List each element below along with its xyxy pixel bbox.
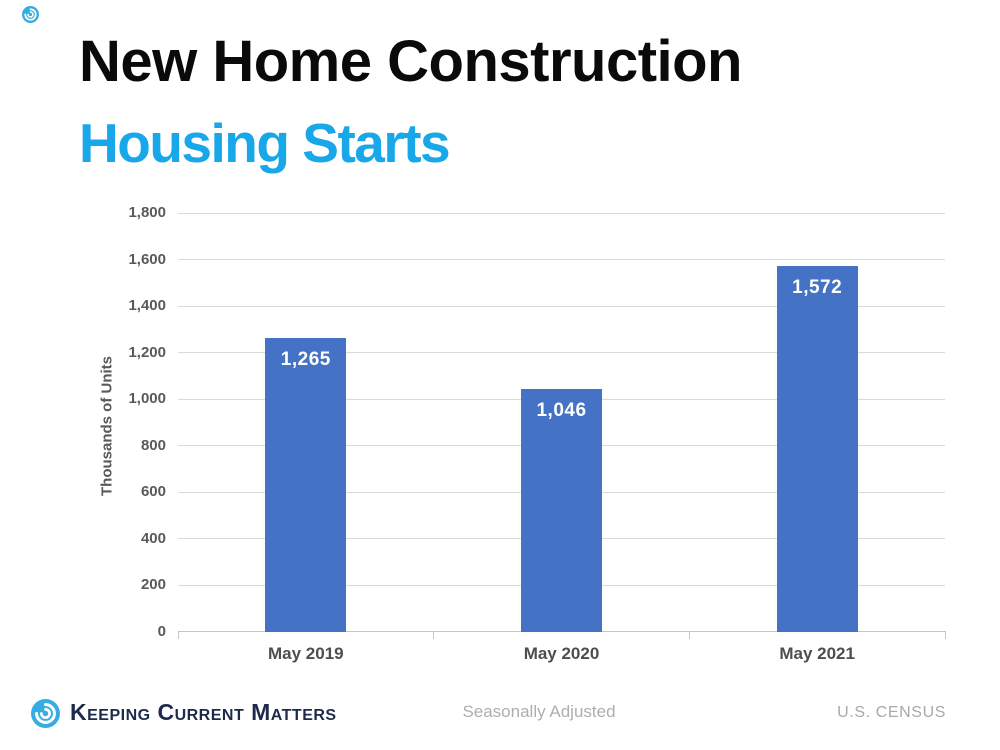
bar-may-2020 — [521, 388, 602, 632]
x-axis-category-label: May 2021 — [779, 644, 855, 663]
bar-may-2019 — [265, 337, 347, 632]
y-axis-tick-label: 800 — [140, 436, 166, 454]
gridline — [178, 352, 945, 354]
x-axis-tick-mark — [688, 632, 690, 639]
slide-subtitle: Housing Starts — [79, 112, 451, 174]
y-axis-title: Thousands of Units — [98, 356, 116, 496]
y-axis-tick-label: 1,200 — [128, 343, 166, 361]
bar-value-label: 1,572 — [792, 277, 843, 299]
y-axis-tick-label: 1,000 — [128, 390, 166, 408]
y-axis-tick-label: 1,400 — [128, 297, 166, 315]
x-axis-tick-mark — [944, 632, 946, 639]
gridline — [178, 259, 945, 261]
y-axis-tick-label: 400 — [140, 529, 166, 547]
brand-wordmark: Keeping Current Matters — [70, 699, 337, 725]
x-axis-category-label: May 2019 — [268, 644, 344, 663]
x-axis-tick-mark — [177, 632, 179, 639]
kcm-swirl-logo-icon — [31, 699, 60, 728]
y-axis-tick-label: 0 — [157, 623, 166, 640]
y-axis-tick-label: 1,800 — [128, 204, 166, 221]
y-axis-tick-label: 200 — [140, 576, 166, 594]
x-axis-tick-mark — [433, 632, 435, 639]
y-axis-tick-label: 600 — [140, 483, 166, 501]
bar-value-label: 1,046 — [536, 399, 587, 421]
bar-value-label: 1,265 — [280, 348, 331, 370]
footnote-seasonally-adjusted: Seasonally Adjusted — [462, 702, 616, 721]
gridline — [178, 212, 945, 214]
source-label: U.S. CENSUS — [837, 704, 946, 721]
slide-title: New Home Construction — [79, 29, 743, 94]
x-axis-category-label: May 2020 — [523, 644, 600, 663]
bar-may-2021 — [776, 266, 858, 632]
y-axis-tick-label: 1,600 — [128, 250, 166, 268]
kcm-swirl-corner-icon — [22, 6, 39, 23]
gridline — [178, 305, 945, 307]
